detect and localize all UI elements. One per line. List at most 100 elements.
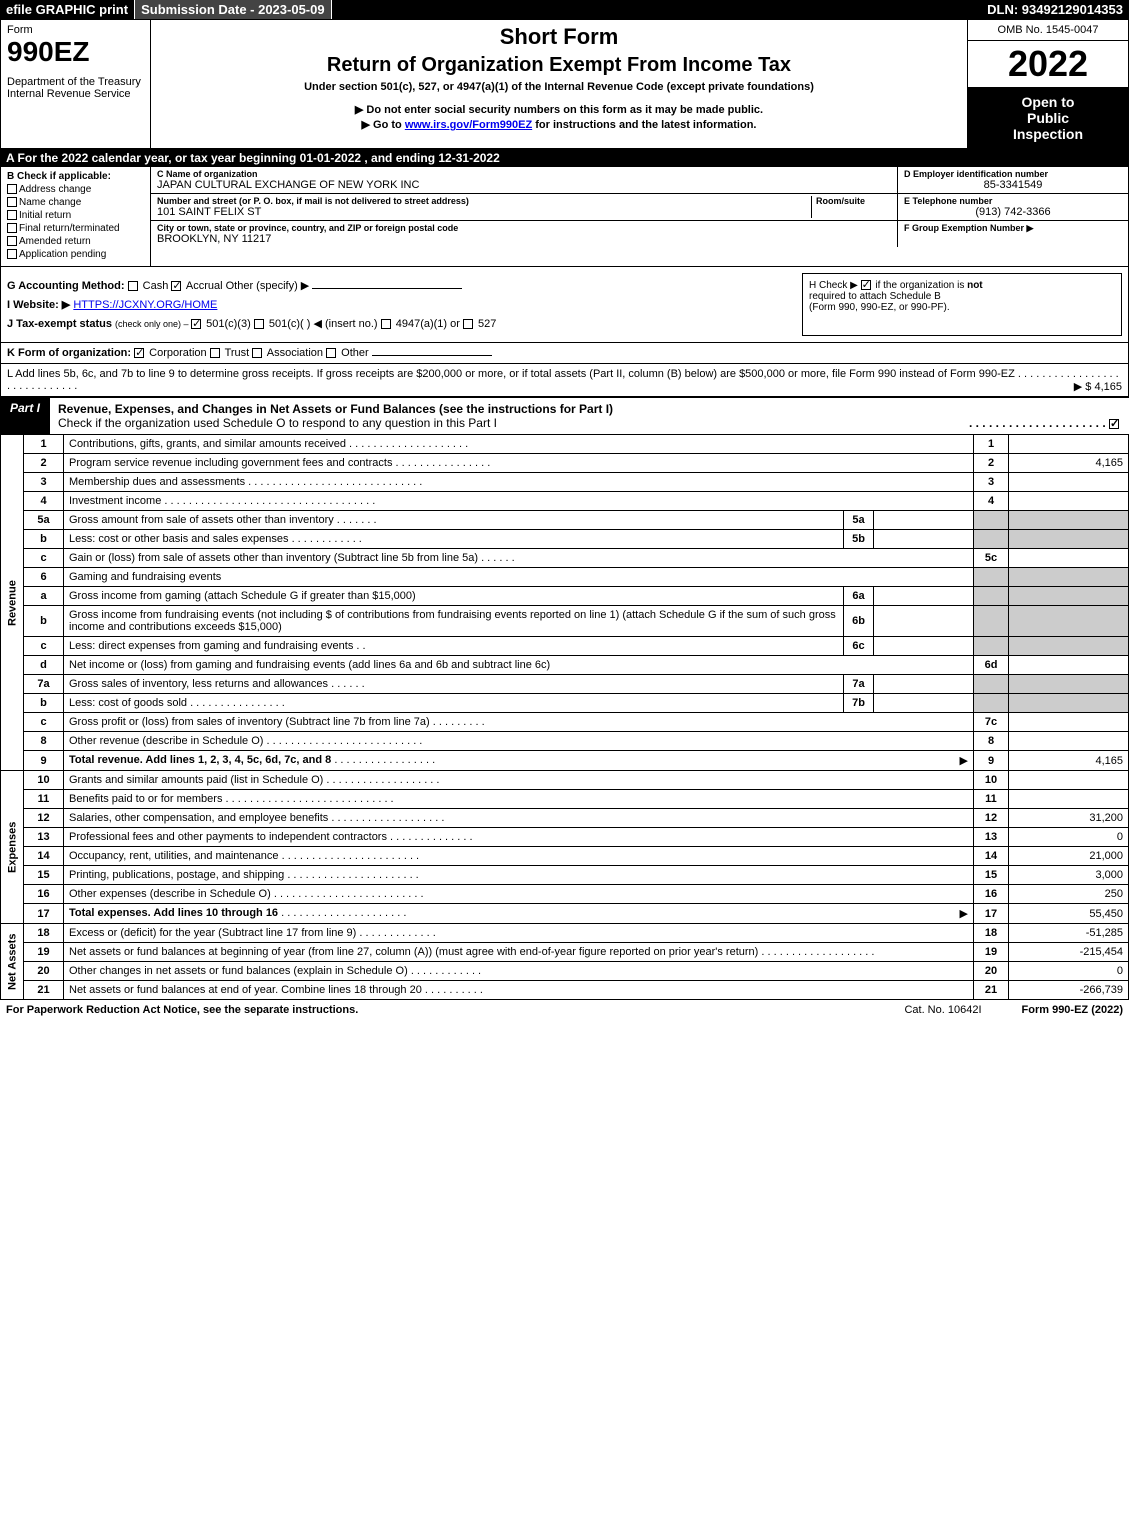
revenue-label: Revenue <box>1 435 24 771</box>
footer-right: Form 990-EZ (2022) <box>1022 1004 1123 1016</box>
chk-other-org[interactable] <box>326 348 336 358</box>
subtitle-ssn: ▶ Do not enter social security numbers o… <box>159 103 959 116</box>
chk-association[interactable] <box>252 348 262 358</box>
line-5c: cGain or (loss) from sale of assets othe… <box>1 549 1129 568</box>
chk-trust[interactable] <box>210 348 220 358</box>
chk-cash[interactable] <box>128 281 138 291</box>
line-11: 11Benefits paid to or for members . . . … <box>1 790 1129 809</box>
line-9: 9Total revenue. Add lines 1, 2, 3, 4, 5c… <box>1 751 1129 771</box>
chk-527[interactable] <box>463 319 473 329</box>
footer-cat: Cat. No. 10642I <box>904 1004 981 1016</box>
form-header: Form 990EZ Department of the Treasury In… <box>0 19 1129 149</box>
chk-initial-return[interactable]: Initial return <box>7 210 144 221</box>
top-bar: efile GRAPHIC print Submission Date - 20… <box>0 0 1129 19</box>
part1-lines-table: Revenue 1Contributions, gifts, grants, a… <box>0 434 1129 1000</box>
street-value: 101 SAINT FELIX ST <box>157 206 811 218</box>
line-10: Expenses 10Grants and similar amounts pa… <box>1 771 1129 790</box>
arrow-icon: ▶ <box>960 907 968 920</box>
header-center: Short Form Return of Organization Exempt… <box>151 20 968 148</box>
line-5a: 5aGross amount from sale of assets other… <box>1 511 1129 530</box>
chk-amended-return[interactable]: Amended return <box>7 236 144 247</box>
row-j-taxexempt: J Tax-exempt status (check only one) ‒ 5… <box>7 317 802 330</box>
chk-application-pending[interactable]: Application pending <box>7 249 144 260</box>
line-3: 3Membership dues and assessments . . . .… <box>1 473 1129 492</box>
line-6a: aGross income from gaming (attach Schedu… <box>1 587 1129 606</box>
chk-accrual[interactable] <box>171 281 181 291</box>
short-form-title: Short Form <box>159 24 959 50</box>
e-label: E Telephone number <box>904 196 1122 206</box>
part1-title: Revenue, Expenses, and Changes in Net As… <box>58 402 613 416</box>
line-6: 6Gaming and fundraising events <box>1 568 1129 587</box>
efile-label: efile GRAPHIC print <box>0 0 135 19</box>
phone-value: (913) 742-3366 <box>904 206 1122 218</box>
org-name: JAPAN CULTURAL EXCHANGE OF NEW YORK INC <box>157 179 891 191</box>
chk-501c3[interactable] <box>191 319 201 329</box>
chk-4947[interactable] <box>381 319 391 329</box>
inspect-line3: Inspection <box>974 126 1122 142</box>
inspect-line1: Open to <box>974 94 1122 110</box>
row-i-website: I Website: ▶ HTTPS://JCXNY.ORG/HOME <box>7 298 802 311</box>
chk-501c[interactable] <box>254 319 264 329</box>
part1-label: Part I <box>0 397 50 434</box>
line-14: 14Occupancy, rent, utilities, and mainte… <box>1 847 1129 866</box>
street-label: Number and street (or P. O. box, if mail… <box>157 196 811 206</box>
line-17: 17Total expenses. Add lines 10 through 1… <box>1 904 1129 924</box>
j-label: J Tax-exempt status <box>7 318 115 330</box>
goto-post: for instructions and the latest informat… <box>532 119 756 131</box>
city-value: BROOKLYN, NY 11217 <box>157 233 891 245</box>
g-other: Other (specify) ▶ <box>226 280 310 292</box>
cell-c-street: Number and street (or P. O. box, if mail… <box>151 194 898 221</box>
subtitle-section: Under section 501(c), 527, or 4947(a)(1)… <box>159 81 959 93</box>
part1-header: Part I Revenue, Expenses, and Changes in… <box>0 397 1129 434</box>
row-k-form-org: K Form of organization: Corporation Trus… <box>0 343 1129 364</box>
submission-date: Submission Date - 2023-05-09 <box>135 0 332 19</box>
part1-title-box: Revenue, Expenses, and Changes in Net As… <box>50 397 1129 434</box>
line-13: 13Professional fees and other payments t… <box>1 828 1129 847</box>
tax-year: 2022 <box>968 41 1128 88</box>
chk-sched-b[interactable] <box>861 280 871 290</box>
l-amount: ▶ $ 4,165 <box>1074 380 1122 393</box>
line-2: 2Program service revenue including gover… <box>1 454 1129 473</box>
line-4: 4Investment income . . . . . . . . . . .… <box>1 492 1129 511</box>
inspect-line2: Public <box>974 110 1122 126</box>
line-7c: cGross profit or (loss) from sales of in… <box>1 713 1129 732</box>
form-number: 990EZ <box>7 36 144 68</box>
d-label: D Employer identification number <box>904 169 1122 179</box>
omb-number: OMB No. 1545-0047 <box>968 20 1128 41</box>
irs-link[interactable]: www.irs.gov/Form990EZ <box>405 119 532 131</box>
chk-name-change[interactable]: Name change <box>7 197 144 208</box>
chk-final-return[interactable]: Final return/terminated <box>7 223 144 234</box>
section-ghij: G Accounting Method: Cash Accrual Other … <box>0 267 1129 343</box>
chk-schedule-o[interactable] <box>1109 419 1119 429</box>
line-15: 15Printing, publications, postage, and s… <box>1 866 1129 885</box>
line-21: 21Net assets or fund balances at end of … <box>1 981 1129 1000</box>
cell-e-phone: E Telephone number (913) 742-3366 <box>898 194 1128 221</box>
line-7b: bLess: cost of goods sold . . . . . . . … <box>1 694 1129 713</box>
row-a-tax-year: A For the 2022 calendar year, or tax yea… <box>0 149 1129 167</box>
chk-corporation[interactable] <box>134 348 144 358</box>
irs-label: Internal Revenue Service <box>7 88 144 100</box>
line-18: Net Assets 18Excess or (deficit) for the… <box>1 924 1129 943</box>
f-label: F Group Exemption Number ▶ <box>904 223 1122 234</box>
dln: DLN: 93492129014353 <box>981 0 1129 19</box>
line-6b: bGross income from fundraising events (n… <box>1 606 1129 637</box>
line-6d: dNet income or (loss) from gaming and fu… <box>1 656 1129 675</box>
cell-c-name: C Name of organization JAPAN CULTURAL EX… <box>151 167 898 194</box>
form-word: Form <box>7 24 144 36</box>
row-l-gross-receipts: L Add lines 5b, 6c, and 7b to line 9 to … <box>0 364 1129 397</box>
subtitle-goto: ▶ Go to www.irs.gov/Form990EZ for instru… <box>159 118 959 131</box>
l-text: L Add lines 5b, 6c, and 7b to line 9 to … <box>7 368 1015 380</box>
website-link[interactable]: HTTPS://JCXNY.ORG/HOME <box>73 299 217 311</box>
goto-pre: ▶ Go to <box>362 119 405 131</box>
header-right: OMB No. 1545-0047 2022 Open to Public In… <box>968 20 1128 148</box>
section-bcdef: B Check if applicable: Address change Na… <box>0 167 1129 267</box>
line-8: 8Other revenue (describe in Schedule O) … <box>1 732 1129 751</box>
cell-f-group: F Group Exemption Number ▶ <box>898 221 1128 247</box>
c-name-label: C Name of organization <box>157 169 891 179</box>
room-label: Room/suite <box>816 196 891 206</box>
dept-label: Department of the Treasury <box>7 76 144 88</box>
k-label: K Form of organization: <box>7 347 131 359</box>
ein-value: 85-3341549 <box>904 179 1122 191</box>
part1-check-text: Check if the organization used Schedule … <box>58 416 497 430</box>
chk-address-change[interactable]: Address change <box>7 184 144 195</box>
